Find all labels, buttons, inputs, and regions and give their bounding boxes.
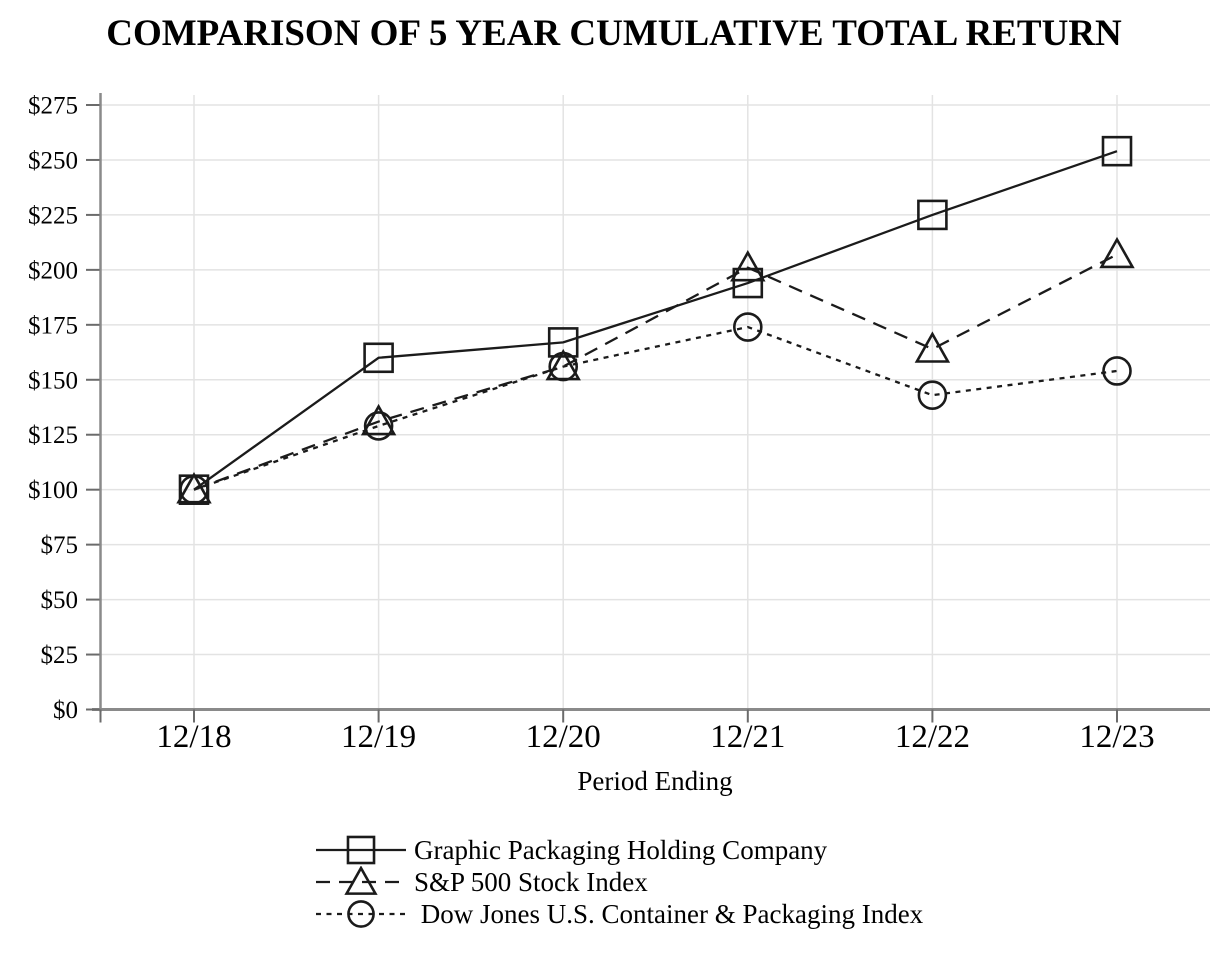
y-tick-label: $275 — [28, 93, 78, 120]
x-tick-label: 12/20 — [526, 719, 601, 755]
x-tick-labels: 12/18 12/19 12/20 12/21 12/22 12/23 — [156, 719, 1154, 755]
x-tick-label: 12/21 — [710, 719, 785, 755]
triangle-marker-icon — [316, 866, 406, 895]
x-tick-label: 12/23 — [1079, 719, 1154, 755]
y-tick-labels: $0 $25 $50 $75 $100 $125 $150 $175 $200 $225 $250 $… — [28, 93, 78, 725]
legend-item-label: S&P 500 Stock Index — [414, 867, 648, 897]
series-line-2 — [193, 325, 1118, 491]
legend-item: Dow Jones U.S. Container & Packaging Ind… — [313, 898, 923, 930]
y-tick-label: $125 — [28, 422, 78, 449]
y-tick-label: $200 — [28, 257, 78, 284]
axes — [92, 93, 1210, 712]
chart-title: COMPARISON OF 5 YEAR CUMULATIVE TOTAL RE… — [106, 13, 1122, 54]
series-line-1 — [193, 253, 1118, 491]
y-tick-label: $75 — [41, 532, 79, 559]
square-marker-icon — [316, 835, 406, 865]
axis-ticks — [86, 104, 1118, 723]
series-markers-2 — [179, 312, 1132, 505]
gridlines — [100, 95, 1210, 710]
y-tick-label: $250 — [28, 147, 78, 174]
y-tick-label: $50 — [41, 587, 79, 614]
y-tick-label: $25 — [41, 642, 79, 669]
circle-marker-icon — [316, 900, 406, 928]
y-tick-label: $100 — [28, 477, 78, 504]
x-axis-title: Period Ending — [577, 766, 733, 796]
x-tick-label: 12/22 — [895, 719, 970, 755]
y-tick-label: $150 — [28, 367, 78, 394]
legend-item: S&P 500 Stock Index — [313, 866, 923, 898]
legend: Graphic Packaging Holding Company S&P 50… — [313, 834, 923, 930]
x-tick-label: 12/18 — [156, 719, 231, 755]
y-tick-label: $225 — [28, 202, 78, 229]
y-tick-label: $0 — [53, 697, 78, 724]
series-line-0 — [193, 150, 1118, 491]
y-tick-label: $175 — [28, 312, 78, 339]
legend-item: Graphic Packaging Holding Company — [313, 834, 923, 866]
series-markers-0 — [178, 135, 1133, 505]
series-markers-1 — [176, 236, 1135, 504]
legend-item-label: Graphic Packaging Holding Company — [414, 835, 828, 865]
legend-item-label: Dow Jones U.S. Container & Packaging Ind… — [414, 899, 924, 929]
x-tick-label: 12/19 — [341, 719, 416, 755]
